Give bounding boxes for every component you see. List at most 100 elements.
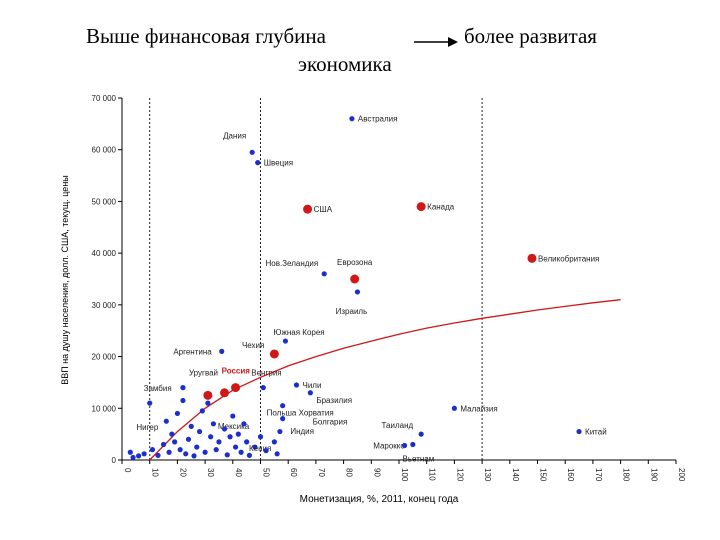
country-point	[576, 428, 582, 435]
highlight-point	[203, 390, 213, 400]
country-point	[241, 421, 247, 427]
highlight-point	[231, 383, 241, 393]
x-tick-label: 140	[511, 468, 520, 482]
country-point	[160, 441, 167, 448]
country-point	[293, 382, 300, 388]
right-arrow-icon	[414, 37, 458, 47]
country-point	[257, 434, 264, 440]
point-label: Китай	[585, 428, 607, 437]
y-tick-label: 20 000	[92, 353, 117, 362]
x-tick-label: 60	[289, 468, 298, 477]
y-tick-label: 0	[112, 456, 117, 465]
country-point	[196, 428, 203, 435]
country-point	[183, 451, 189, 457]
country-point	[418, 431, 424, 437]
country-point	[147, 400, 153, 406]
point-label: Чехия	[242, 341, 264, 350]
point-label: Бразилия	[316, 396, 352, 405]
country-point	[208, 434, 214, 440]
slide-title: Выше финансовая глубина более развитая э…	[0, 18, 720, 78]
country-point	[410, 441, 416, 448]
country-point	[354, 289, 361, 295]
y-axis-label: ВВП на душу населения, долл. США, текущ.…	[60, 175, 70, 385]
country-point	[235, 431, 241, 437]
country-point	[177, 447, 183, 453]
country-point	[127, 449, 133, 455]
point-label: Южная Корея	[273, 328, 324, 337]
x-tick-label: 190	[649, 468, 658, 482]
country-point	[307, 390, 313, 396]
country-point	[136, 453, 142, 459]
country-point	[130, 454, 136, 461]
country-point	[163, 418, 169, 424]
point-label: Нигер	[136, 423, 158, 432]
country-point	[213, 447, 219, 453]
country-point	[280, 416, 286, 422]
point-label: Еврозона	[337, 258, 373, 267]
point-label: Нов.Зеландия	[265, 259, 318, 268]
point-label: Уругвай	[189, 369, 218, 378]
point-label: Венгрия	[251, 369, 281, 378]
country-point	[188, 423, 194, 429]
x-tick-label: 0	[123, 468, 132, 473]
country-point	[227, 434, 233, 440]
point-label: Замбия	[144, 384, 172, 393]
country-point	[252, 444, 258, 450]
country-point	[230, 413, 236, 419]
point-label: Израиль	[336, 307, 368, 316]
title-left-text: Выше финансовая глубина	[86, 24, 326, 48]
x-tick-label: 10	[151, 468, 160, 477]
highlight-point	[219, 388, 229, 398]
highlight-point	[303, 204, 313, 214]
country-point	[255, 160, 261, 166]
country-point	[180, 397, 186, 404]
country-point	[199, 408, 205, 414]
country-point	[280, 403, 286, 409]
title-right-text: более развитая	[464, 24, 597, 48]
point-label: Россия	[222, 367, 251, 376]
x-tick-label: 110	[428, 468, 437, 481]
country-point	[172, 439, 178, 445]
country-point	[174, 410, 180, 417]
country-point	[321, 271, 327, 277]
country-point	[216, 439, 222, 445]
highlight-point	[269, 349, 279, 359]
country-point	[282, 338, 289, 344]
point-label: Индия	[290, 427, 314, 436]
point-label: Дания	[223, 131, 246, 140]
country-point	[260, 385, 266, 391]
point-label: Вьетнам	[403, 455, 435, 464]
y-tick-label: 70 000	[92, 94, 117, 103]
point-label: Великобритания	[538, 254, 599, 263]
country-point	[238, 449, 244, 455]
country-point	[155, 452, 161, 458]
point-label: США	[314, 205, 333, 214]
country-point	[277, 428, 283, 435]
country-point	[166, 449, 172, 455]
country-point	[221, 426, 228, 432]
country-point	[169, 431, 175, 437]
country-point	[194, 444, 200, 450]
x-tick-label: 30	[206, 468, 215, 477]
x-tick-label: 90	[372, 468, 381, 477]
country-point	[149, 447, 156, 453]
country-point	[185, 436, 192, 442]
country-point	[249, 149, 255, 155]
x-tick-label: 20	[178, 468, 187, 477]
point-label: Малайзия	[460, 404, 497, 413]
country-point	[244, 439, 250, 445]
x-tick-label: 200	[677, 468, 686, 482]
country-point	[191, 453, 197, 459]
x-tick-label: 160	[566, 468, 575, 482]
point-label: Таиланд	[382, 421, 414, 430]
point-label: Кения	[249, 444, 271, 453]
country-point	[232, 444, 239, 450]
country-point	[210, 421, 217, 427]
country-point	[141, 451, 147, 457]
trend-curve	[149, 299, 621, 461]
point-label: Аргентина	[173, 347, 212, 356]
y-tick-label: 10 000	[92, 404, 117, 413]
highlight-point	[416, 202, 426, 212]
x-tick-label: 120	[455, 468, 464, 482]
